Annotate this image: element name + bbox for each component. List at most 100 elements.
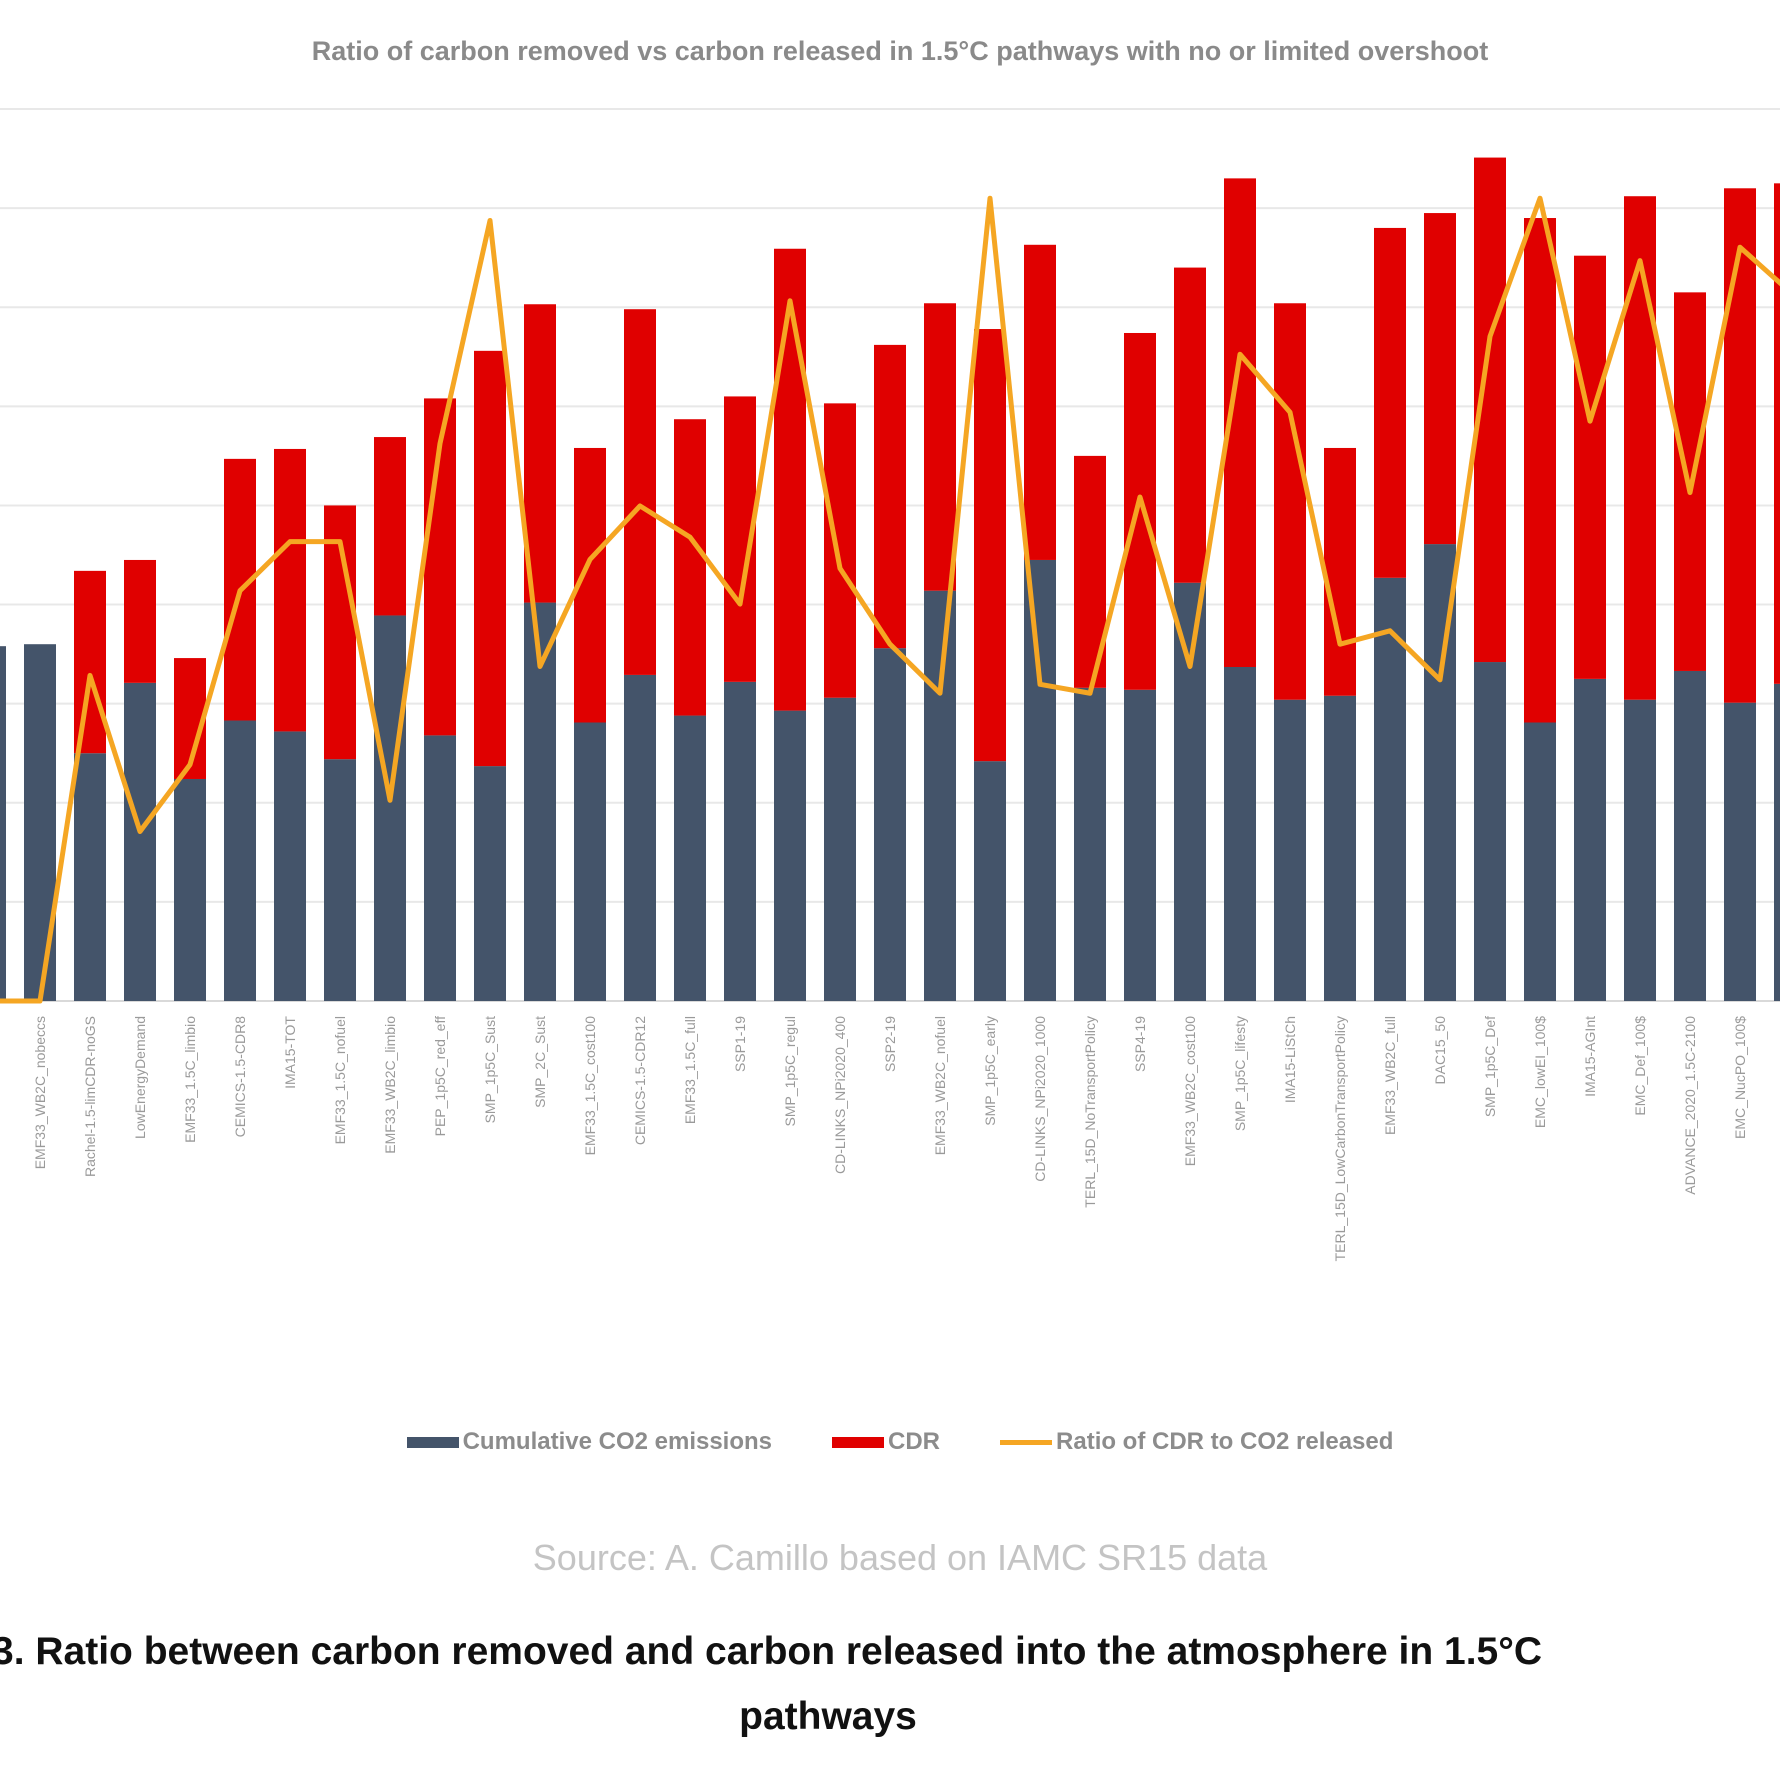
legend-label: Cumulative CO2 emissions [462, 1428, 773, 1455]
bar-co2 [1774, 683, 1780, 1001]
plot-area: EMF33_WB2C_nobeccs Rachel-1.5-limCDR-noGS… [0, 108, 1780, 1261]
bar-co2 [1324, 695, 1356, 1001]
legend-swatch-cdr [832, 1436, 885, 1448]
bar-cdr [1124, 332, 1156, 690]
legend-item-cdr: CDR [832, 1428, 940, 1456]
bar-cdr [674, 419, 706, 716]
chart-title: Ratio of carbon removed vs carbon releas… [311, 36, 1489, 66]
x-tick-label: EMF33_WB2C_full [1382, 1016, 1398, 1135]
bar-co2 [74, 753, 106, 1001]
bar-co2 [1074, 687, 1106, 1001]
bar-cdr [1574, 255, 1606, 679]
x-tick-label: EMF33_WB2C_nobeccs [32, 1016, 48, 1169]
bar-co2 [1674, 670, 1706, 1001]
bar-co2 [674, 715, 706, 1001]
x-tick-label: EMF33_1.5C_limbio [182, 1016, 198, 1143]
bar-cdr [624, 309, 656, 675]
bar-co2 [374, 615, 406, 1001]
x-tick-label: EMF33_1.5C_full [682, 1016, 698, 1124]
x-tick-label: TERL_15D_NoTransportPolicy [1082, 1016, 1098, 1208]
bar-co2 [324, 759, 356, 1001]
bar-co2 [974, 761, 1006, 1001]
x-tick-label: PEP_1p5C_red_eff [432, 1016, 448, 1136]
figure-caption-cont: pathways [739, 1695, 917, 1738]
bar-cdr [1424, 213, 1456, 545]
bar-co2 [1024, 559, 1056, 1001]
bar-co2 [824, 697, 856, 1001]
bar-cdr [924, 303, 956, 591]
legend-label: CDR [888, 1428, 941, 1455]
bar-co2 [274, 731, 306, 1001]
bar-co2 [924, 590, 956, 1001]
x-tick-label: EMC_Def_100$ [1632, 1016, 1648, 1116]
bar-cdr [1774, 183, 1780, 684]
legend-item-co2: Cumulative CO2 emissions [406, 1428, 773, 1456]
bar-cdr [1174, 267, 1206, 583]
x-tick-label: SMP_1p5C_Def [1482, 1016, 1498, 1117]
bar-cdr [1724, 188, 1756, 703]
x-tick-label: Rachel-1.5-limCDR-noGS [82, 1016, 98, 1177]
bar-cdr [474, 350, 506, 767]
source-note: Source: A. Camillo based on IAMC SR15 da… [532, 1537, 1268, 1578]
bar-cdr [824, 403, 856, 698]
bar-co2 [1174, 582, 1206, 1001]
bar-co2 [0, 646, 6, 1001]
bar-co2 [1574, 678, 1606, 1001]
x-tick-label: CEMICS-1.5-CDR8 [232, 1016, 248, 1138]
figure-caption: 3. Ratio between carbon removed and carb… [0, 1630, 1543, 1673]
bar-co2 [424, 735, 456, 1001]
bar-co2 [574, 722, 606, 1001]
x-tick-label: ADVANCE_2020_1.5C-2100 [1682, 1016, 1698, 1195]
legend: Cumulative CO2 emissions CDR Ratio of CD… [0, 1428, 1780, 1456]
x-tick-label: EMF33_WB2C_cost100 [1182, 1016, 1198, 1166]
bar-co2 [174, 778, 206, 1001]
bar-co2 [724, 681, 756, 1001]
x-tick-label: EMF33_WB2C_limbio [382, 1016, 398, 1154]
bar-cdr [1024, 244, 1056, 560]
bar-cdr [1624, 196, 1656, 700]
bar-cdr [274, 448, 306, 732]
bar-co2 [474, 766, 506, 1001]
x-tick-label: IMA15-LiStCh [1282, 1016, 1298, 1103]
bar-co2 [1124, 689, 1156, 1001]
ratio-line [0, 195, 1780, 1004]
x-tick-label: SSP4-19 [1132, 1016, 1148, 1072]
bar-cdr [1324, 447, 1356, 696]
bar-cdr [124, 559, 156, 683]
x-tick-label: DAC15_50 [1432, 1016, 1448, 1085]
bar-co2 [1624, 699, 1656, 1001]
legend-swatch-ratio [1000, 1439, 1053, 1445]
x-tick-label: CEMICS-1.5-CDR12 [632, 1016, 648, 1145]
x-tick-label: SSP1-19 [732, 1016, 748, 1072]
bar-co2 [1724, 702, 1756, 1001]
bar-co2 [624, 674, 656, 1001]
x-tick-label: SMP_1p5C_regul [782, 1016, 798, 1127]
x-tick-label: CD-LINKS_NPi2020_1000 [1032, 1016, 1048, 1182]
bar-cdr [74, 570, 106, 754]
x-tick-label: LowEnergyDemand [132, 1016, 148, 1139]
bar-cdr [1524, 218, 1556, 723]
x-tick-label: CD-LINKS_NPi2020_400 [832, 1016, 848, 1174]
bar-cdr [1374, 227, 1406, 578]
bar-co2 [874, 648, 906, 1001]
legend-item-ratio: Ratio of CDR to CO2 released [1000, 1428, 1393, 1456]
bar-co2 [1524, 722, 1556, 1001]
bar-co2 [1224, 666, 1256, 1001]
x-tick-label: EMC_lowEI_100$ [1532, 1016, 1548, 1128]
x-tick-label: EMF33_WB2C_nofuel [932, 1016, 948, 1155]
bar-co2 [224, 720, 256, 1001]
x-tick-label: SMP_1p5C_lifesty [1232, 1016, 1248, 1131]
bar-co2 [24, 644, 56, 1001]
bar-cdr [374, 437, 406, 616]
bar-co2 [124, 682, 156, 1001]
x-tick-label: SMP_1p5C_early [982, 1016, 998, 1126]
x-tick-label: SMP_2C_Sust [532, 1016, 548, 1108]
bar-co2 [1474, 662, 1506, 1001]
x-tick-label: TERL_15D_LowCarbonTransportPolicy [1332, 1016, 1348, 1261]
x-tick-label: SSP2-19 [882, 1016, 898, 1072]
x-tick-label: EMC_NucPO_100$ [1732, 1016, 1748, 1139]
x-tick-label: SMP_1p5C_Sust [482, 1016, 498, 1124]
bar-cdr [874, 344, 906, 649]
bar-cdr [774, 248, 806, 711]
bar-cdr [1274, 303, 1306, 700]
